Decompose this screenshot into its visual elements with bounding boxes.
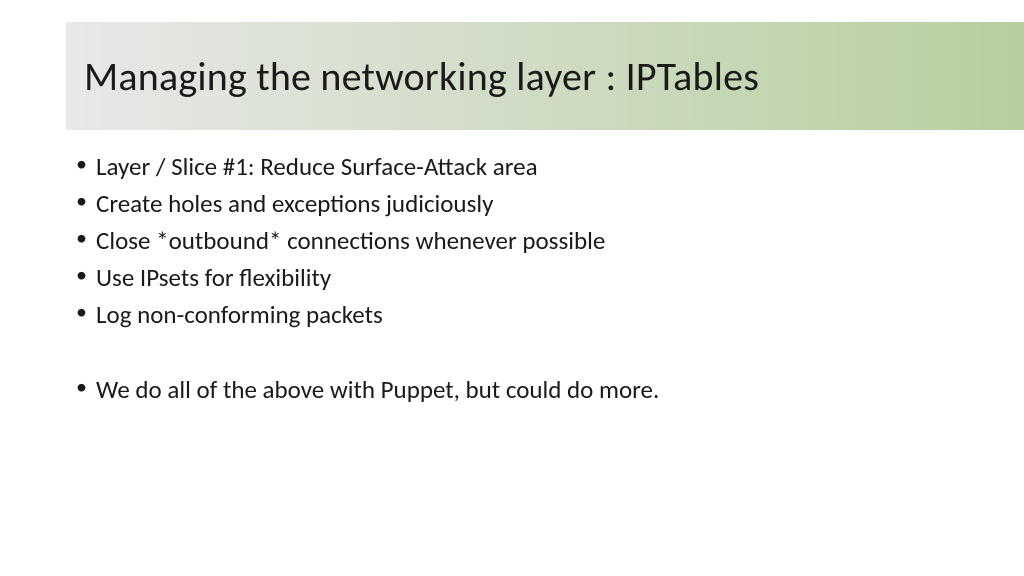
list-item: Log non-conforming packets xyxy=(74,296,964,333)
list-item: Create holes and exceptions judiciously xyxy=(74,185,964,222)
slide: Managing the networking layer : IPTables… xyxy=(0,0,1024,576)
list-item: Close *outbound* connections whenever po… xyxy=(74,222,964,259)
title-bar: Managing the networking layer : IPTables xyxy=(66,22,1024,130)
slide-title: Managing the networking layer : IPTables xyxy=(84,52,759,101)
bullet-list-1: Layer / Slice #1: Reduce Surface-Attack … xyxy=(74,148,964,333)
list-item: We do all of the above with Puppet, but … xyxy=(74,371,964,408)
list-item: Use IPsets for flexibility xyxy=(74,259,964,296)
list-item: Layer / Slice #1: Reduce Surface-Attack … xyxy=(74,148,964,185)
spacer xyxy=(74,333,964,371)
slide-body: Layer / Slice #1: Reduce Surface-Attack … xyxy=(74,148,964,408)
bullet-list-2: We do all of the above with Puppet, but … xyxy=(74,371,964,408)
